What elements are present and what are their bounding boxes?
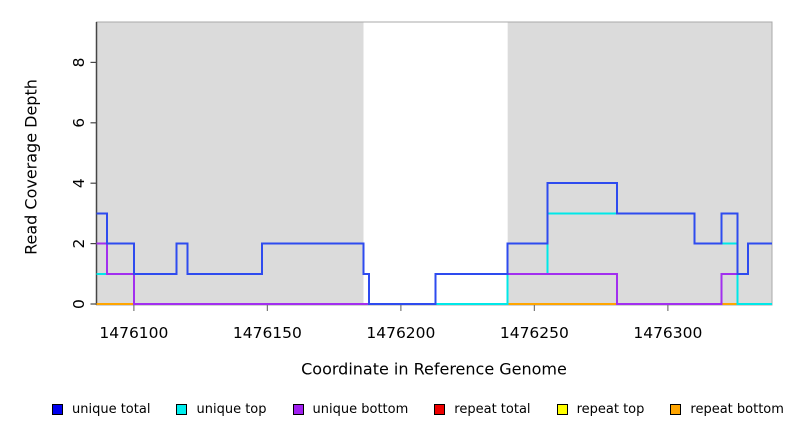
legend-label: repeat total (454, 401, 531, 417)
y-tick-label: 4 (70, 178, 88, 188)
series-unique-total (96, 182, 772, 305)
legend-swatch-icon (52, 403, 63, 415)
legend-item-repeat-total: repeat total (434, 401, 531, 417)
legend-swatch-icon (434, 403, 446, 415)
legend-label: repeat top (576, 401, 645, 417)
shaded-repeat-region (96, 22, 364, 305)
chart-canvas: 0 2 4 6 8 1476100 1476150 1476200 1476250 1476300 (70, 21, 773, 342)
legend-swatch-icon (176, 403, 188, 415)
legend-item-unique-bottom: unique bottom (292, 401, 409, 417)
legend-swatch-icon (556, 403, 568, 415)
legend-label: unique total (72, 401, 151, 417)
legend: unique total unique top unique bottom repea… (52, 400, 784, 418)
y-tick-label: 0 (70, 299, 88, 309)
x-tick-label: 1476150 (233, 324, 302, 342)
x-tick-label: 1476300 (633, 324, 702, 342)
legend-item-repeat-top: repeat top (556, 401, 645, 417)
y-axis-title: Read Coverage Depth (21, 79, 41, 255)
legend-item-unique-total: unique total (52, 402, 150, 417)
x-tick-label: 1476200 (366, 324, 435, 342)
legend-item-unique-top: unique top (176, 401, 267, 417)
x-tick-label: 1476100 (99, 324, 168, 342)
y-tick-label: 8 (70, 57, 88, 67)
legend-swatch-icon (670, 403, 682, 415)
legend-label: repeat bottom (690, 401, 784, 417)
y-tick-label: 6 (70, 118, 88, 128)
legend-label: unique bottom (312, 401, 409, 417)
legend-swatch-icon (292, 403, 304, 415)
y-tick-label: 2 (70, 239, 88, 249)
x-tick-label: 1476250 (500, 324, 569, 342)
x-axis-title: Coordinate in Reference Genome (301, 359, 567, 379)
legend-label: unique top (196, 401, 267, 417)
legend-item-repeat-bottom: repeat bottom (670, 402, 784, 417)
shaded-repeat-region (507, 22, 772, 305)
